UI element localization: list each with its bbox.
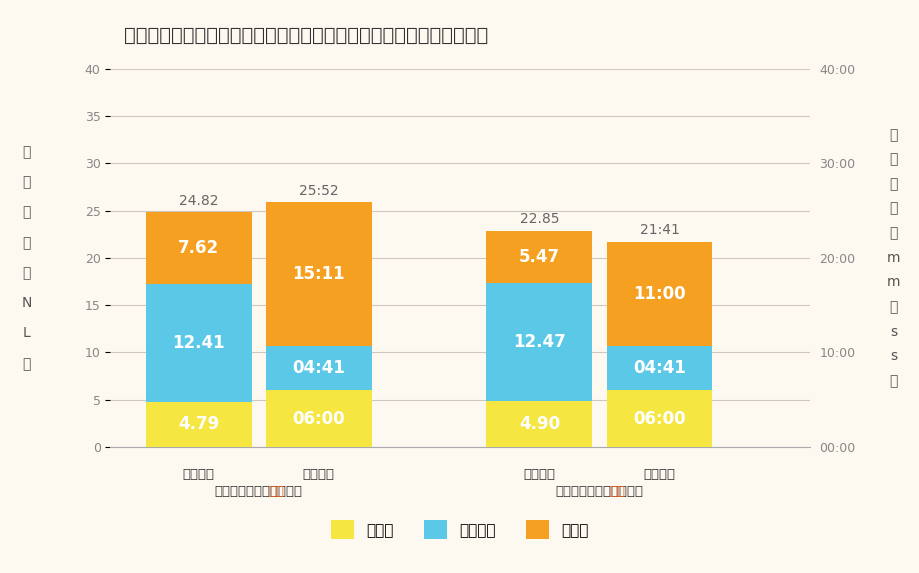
Text: （落とし蓋の有る場合）: （落とし蓋の有る場合） <box>555 485 642 498</box>
Text: ）: ） <box>22 357 30 371</box>
Bar <box>486 401 592 447</box>
Text: ）: ） <box>889 374 897 388</box>
Text: 流: 流 <box>22 206 30 219</box>
Text: がス流量: がス流量 <box>523 468 555 481</box>
Text: 06:00: 06:00 <box>292 410 345 427</box>
Text: がス流量: がス流量 <box>183 468 214 481</box>
Bar <box>266 390 371 447</box>
Text: 7.62: 7.62 <box>178 240 219 257</box>
Text: 04:41: 04:41 <box>292 359 345 377</box>
Text: 具材が同一の硬度（硬度低下量）となった時の、ガス流量と加熱時間: 具材が同一の硬度（硬度低下量）となった時の、ガス流量と加熱時間 <box>124 26 488 45</box>
Text: N: N <box>21 296 31 310</box>
Bar <box>266 202 371 346</box>
Text: 04:41: 04:41 <box>632 359 686 377</box>
Bar <box>606 390 711 447</box>
Text: 12.47: 12.47 <box>513 333 565 351</box>
Text: 量: 量 <box>22 236 30 250</box>
Text: m: m <box>886 276 900 289</box>
Bar <box>486 282 592 401</box>
Text: 24.82: 24.82 <box>178 194 218 207</box>
Legend: 炒める, 沸騰待ち, 煮込み: 炒める, 沸騰待ち, 煮込み <box>324 515 595 545</box>
Bar <box>145 212 252 284</box>
Text: s: s <box>889 324 896 339</box>
Bar <box>486 231 592 282</box>
Text: （: （ <box>889 226 897 240</box>
Bar <box>606 346 711 390</box>
Text: ：: ： <box>889 300 897 314</box>
Text: 11:00: 11:00 <box>632 285 685 303</box>
Text: 15:11: 15:11 <box>292 265 345 283</box>
Text: が: が <box>22 145 30 159</box>
Text: 加熱時間: 加熱時間 <box>642 468 675 481</box>
Text: 加熱時間: 加熱時間 <box>302 468 335 481</box>
Text: s: s <box>889 349 896 363</box>
Bar <box>266 346 371 390</box>
Text: m: m <box>886 251 900 265</box>
Text: 25:52: 25:52 <box>299 184 338 198</box>
Text: 21:41: 21:41 <box>639 223 679 237</box>
Text: 4.90: 4.90 <box>518 415 560 433</box>
Text: 5.47: 5.47 <box>518 248 560 266</box>
Bar <box>145 402 252 447</box>
Text: 時: 時 <box>889 177 897 191</box>
Text: 間: 間 <box>889 202 897 215</box>
Text: 有る: 有る <box>608 485 625 498</box>
Text: （落とし蓋の無い場合）: （落とし蓋の無い場合） <box>214 485 302 498</box>
Text: 無い: 無い <box>268 485 284 498</box>
Text: 06:00: 06:00 <box>632 410 685 427</box>
Text: L: L <box>23 327 30 340</box>
Bar <box>606 242 711 346</box>
Text: 4.79: 4.79 <box>178 415 219 433</box>
Text: 加: 加 <box>889 128 897 142</box>
Bar <box>145 284 252 402</box>
Text: ス: ス <box>22 175 30 189</box>
Text: 熱: 熱 <box>889 152 897 167</box>
Text: （: （ <box>22 266 30 280</box>
Text: 22.85: 22.85 <box>519 212 559 226</box>
Text: 12.41: 12.41 <box>172 334 225 352</box>
